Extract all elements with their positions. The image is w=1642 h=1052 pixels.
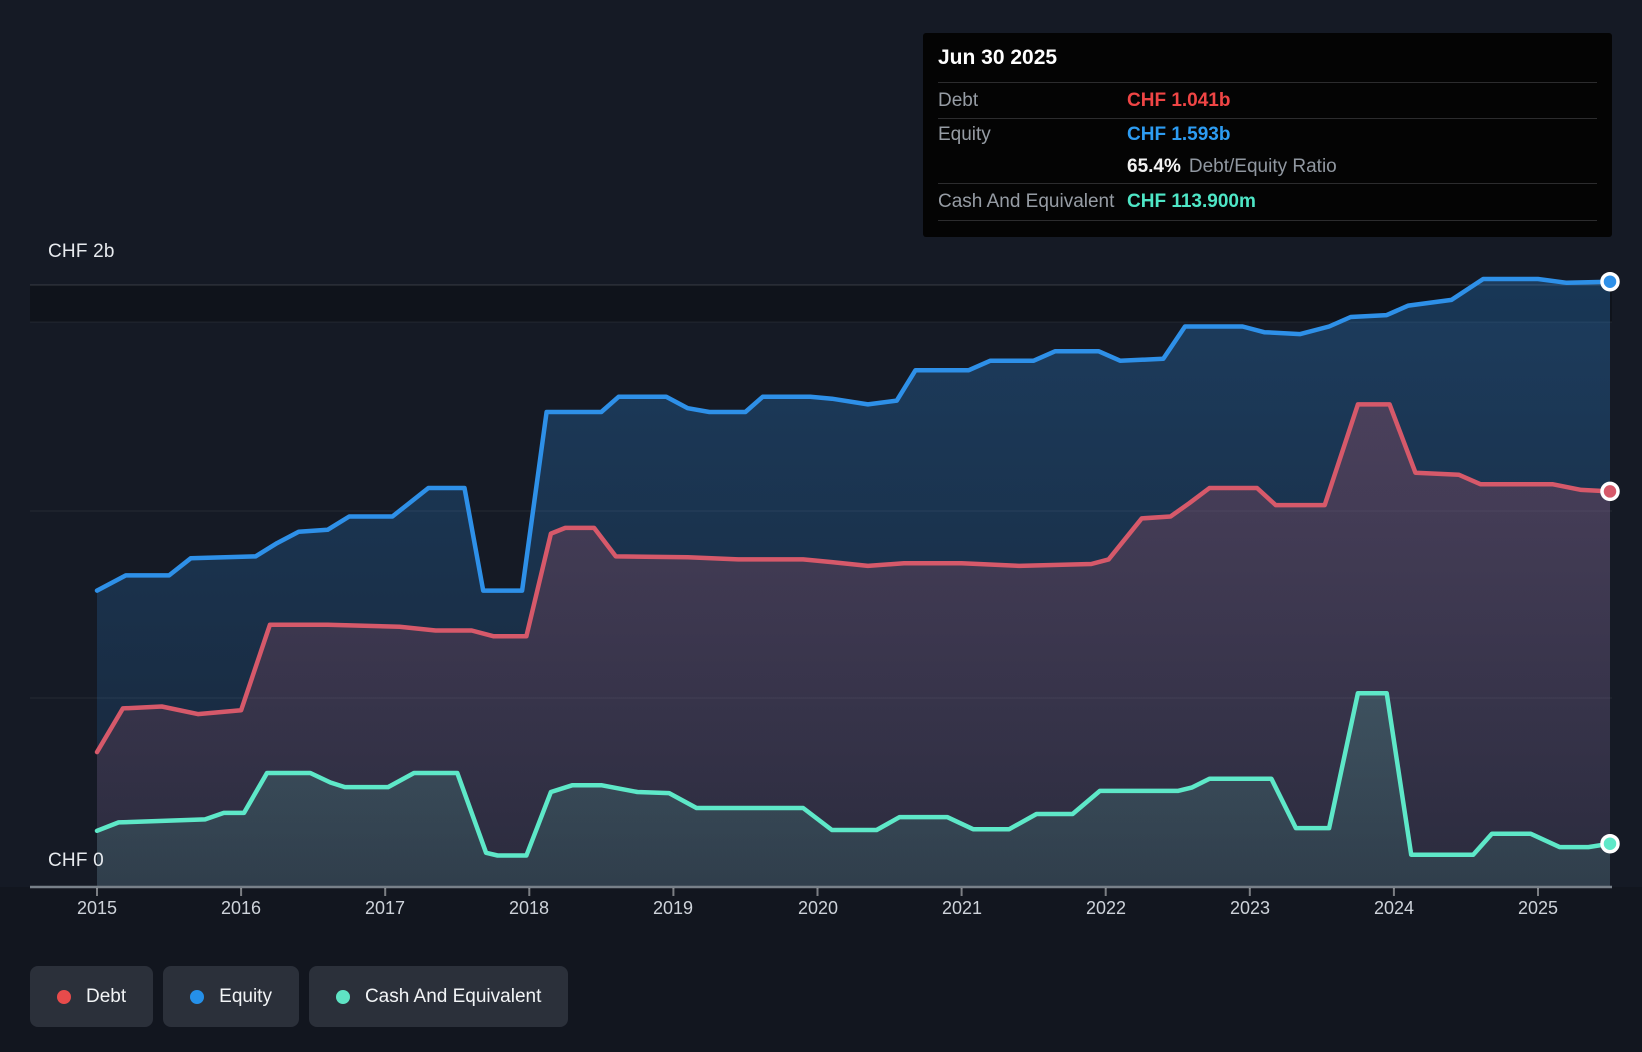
x-label-2025: 2025 <box>1517 898 1559 918</box>
tooltip-cash-value: CHF 113.900m <box>1127 191 1256 212</box>
cash-series-dot-icon <box>335 989 350 1004</box>
series-layer <box>94 271 1620 887</box>
x-axis-ticks <box>96 888 1539 896</box>
x-label-2024: 2024 <box>1373 898 1415 918</box>
cash-and-equivalent-line <box>94 690 1613 858</box>
x-label-2015: 2015 <box>76 898 118 918</box>
x-label-2020: 2020 <box>797 898 839 918</box>
tooltip-debt-value: CHF 1.041b <box>1127 89 1231 111</box>
tooltip-equity-label: Equity <box>938 124 991 145</box>
cash-and-equivalent-endpoint-marker <box>1600 833 1620 854</box>
tooltip-cash-label: Cash And Equivalent <box>938 191 1115 212</box>
equity-endpoint-marker <box>1600 271 1620 292</box>
legend-equity-label: Equity <box>219 985 272 1007</box>
tooltip: Jun 30 2025 Debt CHF 1.041b Equity CHF 1… <box>923 33 1612 237</box>
y-axis-label-max: CHF 2b <box>48 241 115 262</box>
debt-endpoint-marker <box>1600 481 1620 502</box>
x-label-2021: 2021 <box>941 898 983 918</box>
tooltip-row-cash: Cash And Equivalent CHF 113.900m <box>938 183 1597 221</box>
x-label-2019: 2019 <box>652 898 694 918</box>
debt-line <box>94 402 1613 755</box>
legend-item-equity[interactable]: Equity <box>163 966 299 1027</box>
debt-area <box>97 404 1610 887</box>
x-label-2022: 2022 <box>1085 898 1127 918</box>
equity-series-dot-icon <box>190 989 205 1004</box>
tooltip-ratio-label: Debt/Equity Ratio <box>1188 156 1337 177</box>
tooltip-row-debt: Debt CHF 1.041b <box>938 82 1597 118</box>
legend-item-cash[interactable]: Cash And Equivalent <box>308 966 569 1027</box>
legend: Debt Equity Cash And Equivalent <box>30 966 569 1027</box>
cash-and-equivalent-area <box>97 693 1610 887</box>
equity-line <box>94 276 1613 593</box>
debt-series-dot-icon <box>57 989 71 1004</box>
tooltip-row-ratio: 65.4% Debt/Equity Ratio <box>938 151 1597 183</box>
tooltip-equity-value: CHF 1.593b <box>1127 124 1231 145</box>
legend-debt-label: Debt <box>86 985 127 1007</box>
y-axis-label-zero: CHF 0 <box>48 850 104 871</box>
tooltip-date: Jun 30 2025 <box>938 45 1058 69</box>
x-label-2017: 2017 <box>364 898 406 918</box>
x-label-2023: 2023 <box>1229 898 1271 918</box>
tooltip-ratio-value: 65.4% <box>1127 156 1181 177</box>
legend-cash-label: Cash And Equivalent <box>364 985 542 1007</box>
legend-item-debt[interactable]: Debt <box>30 966 154 1027</box>
x-label-2018: 2018 <box>508 898 550 918</box>
tooltip-row-equity: Equity CHF 1.593b <box>938 118 1597 151</box>
tooltip-debt-label: Debt <box>938 89 979 111</box>
x-label-2016: 2016 <box>220 898 262 918</box>
